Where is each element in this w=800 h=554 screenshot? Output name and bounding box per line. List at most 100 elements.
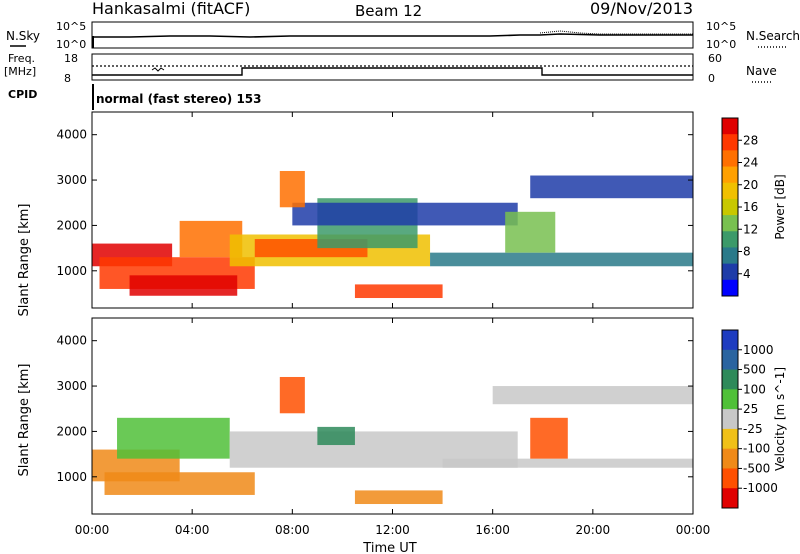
- nsky-label: N.Sky: [6, 29, 40, 43]
- cpid-text: normal (fast stereo) 153: [96, 92, 262, 106]
- y-tick-label: 3000: [56, 379, 87, 393]
- date-title: 09/Nov/2013: [590, 0, 693, 18]
- colorbar-tick-label: 8: [743, 245, 751, 259]
- colorbar-swatch: [722, 468, 738, 489]
- nsky-trace: [92, 33, 693, 38]
- colorbar-tick-label: 12: [743, 222, 758, 236]
- colorbar-tick-label: 1000: [743, 343, 774, 357]
- y-tick-label: 1000: [56, 470, 87, 484]
- colorbar-swatch: [722, 330, 738, 351]
- nsearch-trace: [539, 30, 693, 35]
- colorbar-swatch: [722, 369, 738, 390]
- colorbar-swatch: [722, 182, 738, 200]
- colorbar-tick-label: -25: [743, 422, 763, 436]
- colorbar-tick-label: 24: [743, 156, 758, 170]
- y-tick-label: 2000: [56, 424, 87, 438]
- colorbar-tick-label: -1000: [743, 481, 778, 495]
- colorbar-tick-label: 500: [743, 363, 766, 377]
- colorbar-swatch: [722, 389, 738, 410]
- colorbar-swatch: [722, 409, 738, 430]
- colorbar-tick-label: 4: [743, 267, 751, 281]
- power-band-9: [430, 252, 693, 267]
- colorbar-tick-label: 16: [743, 200, 758, 214]
- y-tick-label: 4000: [56, 128, 87, 142]
- velocity-heatmap: [92, 376, 693, 505]
- x-tick-label: 16:00: [475, 523, 510, 537]
- nave-label: Nave: [746, 64, 777, 78]
- power-heatmap: [92, 170, 693, 299]
- colorbar-tick-label: 100: [743, 382, 766, 396]
- power-band-12: [505, 211, 556, 253]
- x-tick-label: 04:00: [175, 523, 210, 537]
- x-tick-label: 20:00: [576, 523, 611, 537]
- colorbar-tick-label: 28: [743, 133, 758, 147]
- colorbar-swatch: [722, 349, 738, 371]
- power-band-2: [129, 275, 238, 296]
- colorbar-tick-label: -500: [743, 461, 770, 475]
- velocity-band-6: [492, 386, 693, 405]
- axis-ticks: 4000 3000 2000 1000 4000 3000 2000 1000 00:00 04:…: [56, 112, 710, 537]
- colorbar-swatch: [722, 279, 738, 297]
- colorbar-swatch: [722, 488, 738, 509]
- x-axis-label: Time UT: [362, 541, 416, 554]
- noise-tick-right-top: 10^5: [706, 20, 736, 33]
- freq-tick-top: 18: [64, 52, 78, 65]
- freq-unit: [MHz]: [4, 65, 36, 78]
- velocity-band-2: [117, 417, 230, 459]
- noise-tick-left-bottom: 10^0: [56, 38, 86, 51]
- power-colorbar: 28 24 20 16 12 8 4: [722, 118, 758, 297]
- station-title: Hankasalmi (fitACF): [92, 0, 250, 18]
- nsearch-label: N.Search: [746, 29, 800, 43]
- power-band-8: [292, 202, 518, 226]
- power-band-7: [354, 284, 443, 299]
- freq-label: Freq.: [8, 52, 35, 65]
- velocity-band-9: [317, 426, 355, 446]
- x-tick-label: 00:00: [75, 523, 110, 537]
- velocity-colorbar-frame: [721, 329, 739, 509]
- freq-tick-bottom: 8: [64, 72, 71, 85]
- colorbar-swatch: [722, 215, 738, 232]
- noise-tick-right-bottom: 10^0: [706, 38, 736, 51]
- colorbar-tick-label: 25: [743, 402, 758, 416]
- colorbar-tick-label: 20: [743, 178, 758, 192]
- y-tick-label: 4000: [56, 334, 87, 348]
- nave-tick-bottom: 0: [708, 72, 715, 85]
- velocity-colorbar: 1000 500 100 25 -25 -100 -500 -1000: [722, 330, 778, 509]
- y-tick-label: 1000: [56, 264, 87, 278]
- power-colorbar-frame: [721, 117, 739, 297]
- colorbar-swatch: [722, 263, 738, 281]
- velocity-band-4: [354, 490, 443, 505]
- y-tick-label: 2000: [56, 218, 87, 232]
- power-y-axis-label: Slant Range [km]: [17, 204, 32, 317]
- colorbar-swatch: [722, 198, 738, 216]
- beam-title: Beam 12: [355, 2, 422, 20]
- power-colorbar-label: Power [dB]: [773, 174, 787, 239]
- power-band-10: [530, 175, 693, 199]
- velocity-band-8: [530, 417, 568, 459]
- velocity-band-1: [104, 472, 255, 495]
- colorbar-swatch: [722, 134, 738, 151]
- velocity-y-axis-label: Slant Range [km]: [17, 364, 32, 477]
- velocity-colorbar-label: Velocity [m s^-1]: [773, 367, 787, 471]
- velocity-band-5: [442, 458, 693, 468]
- cpid-label: CPID: [8, 88, 37, 101]
- x-tick-label: 00:00: [676, 523, 711, 537]
- colorbar-tick-label: -100: [743, 442, 770, 456]
- colorbar-swatch: [722, 166, 738, 184]
- x-tick-label: 08:00: [275, 523, 310, 537]
- noise-tick-left-top: 10^5: [56, 20, 86, 33]
- freq-panel: [91, 53, 694, 81]
- x-tick-label: 12:00: [375, 523, 410, 537]
- colorbar-swatch: [722, 428, 738, 450]
- colorbar-swatch: [722, 150, 738, 168]
- power-band-11: [279, 170, 305, 208]
- colorbar-swatch: [722, 231, 738, 248]
- nave-tick-top: 60: [708, 52, 722, 65]
- y-tick-label: 3000: [56, 173, 87, 187]
- velocity-band-7: [279, 376, 305, 414]
- nave-glitch: [151, 67, 165, 72]
- freq-trace: [92, 67, 693, 76]
- colorbar-swatch: [722, 448, 738, 469]
- colorbar-swatch: [722, 247, 738, 265]
